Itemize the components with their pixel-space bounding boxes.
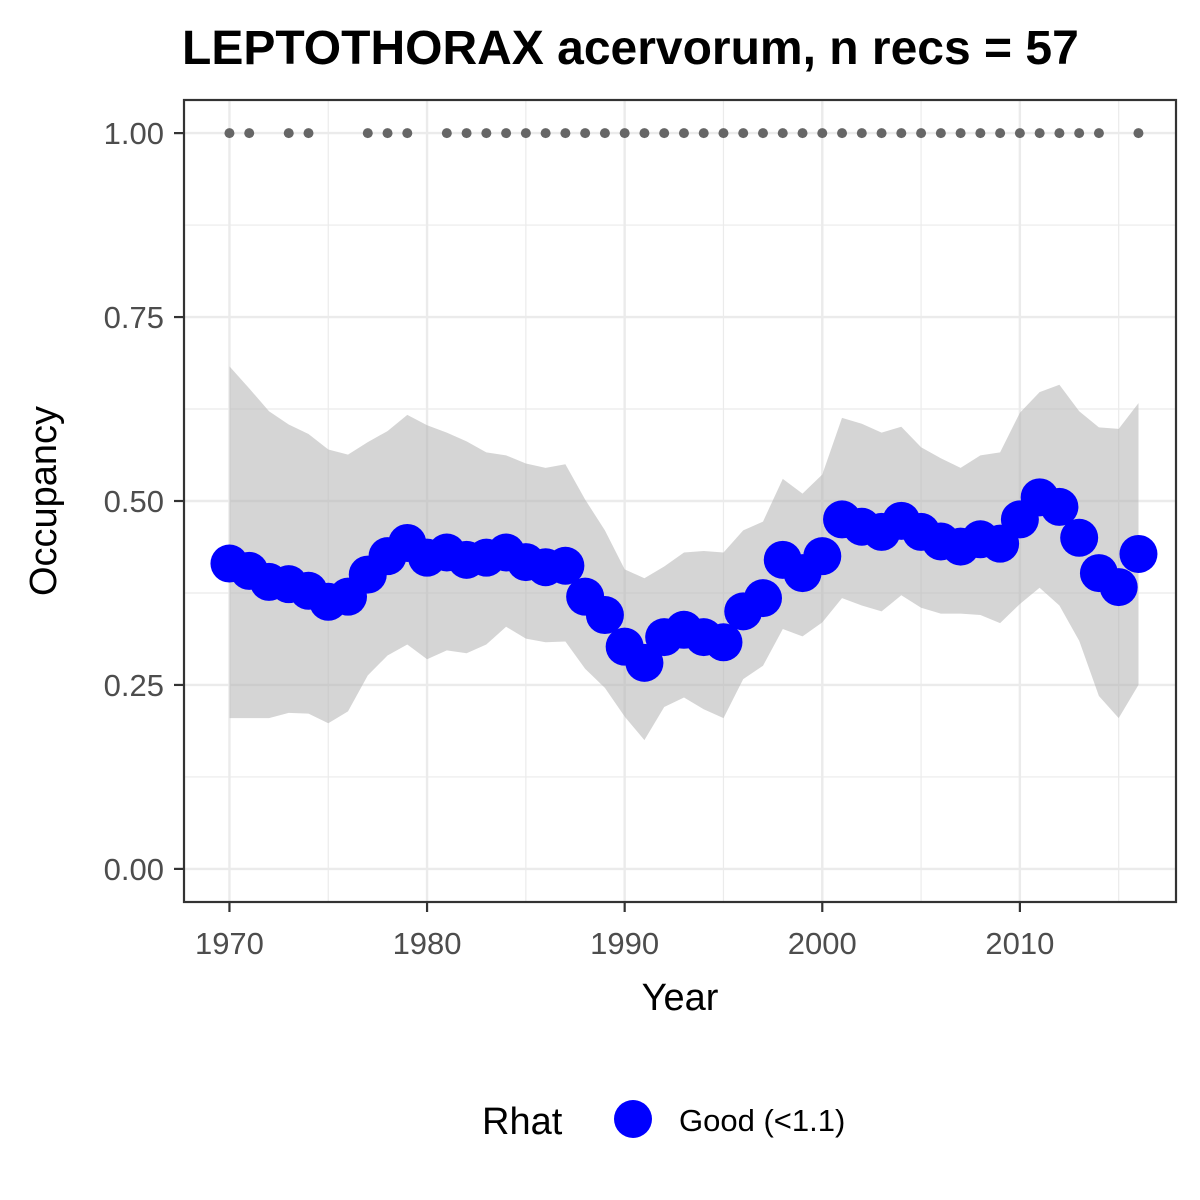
occupancy-point bbox=[625, 643, 664, 682]
y-tick-label: 0.25 bbox=[104, 668, 164, 703]
record-year-point bbox=[540, 128, 551, 139]
record-year-point bbox=[382, 128, 393, 139]
record-year-point bbox=[639, 128, 650, 139]
record-year-point bbox=[560, 128, 571, 139]
record-year-point bbox=[283, 128, 294, 139]
legend-label-good: Good (<1.1) bbox=[679, 1103, 845, 1138]
occupancy-point bbox=[1099, 568, 1138, 607]
x-tick-label: 1990 bbox=[590, 926, 659, 961]
record-years-layer bbox=[224, 128, 1144, 139]
record-year-point bbox=[659, 128, 670, 139]
record-year-point bbox=[461, 128, 472, 139]
occupancy-point bbox=[803, 537, 842, 576]
confidence-ribbon bbox=[229, 366, 1139, 741]
record-year-point bbox=[718, 128, 729, 139]
x-axis-title: Year bbox=[642, 977, 719, 1019]
occupancy-point bbox=[704, 623, 743, 662]
record-year-point bbox=[362, 128, 373, 139]
record-year-point bbox=[1014, 128, 1025, 139]
legend-key-good bbox=[614, 1100, 652, 1138]
record-year-point bbox=[402, 128, 413, 139]
record-year-point bbox=[975, 128, 986, 139]
occupancy-point bbox=[743, 579, 782, 618]
record-year-point bbox=[1034, 128, 1045, 139]
x-tick-label: 2000 bbox=[788, 926, 857, 961]
record-year-point bbox=[1133, 128, 1144, 139]
record-year-point bbox=[876, 128, 887, 139]
y-axis-title: Occupancy bbox=[23, 406, 65, 596]
x-tick-label: 1980 bbox=[393, 926, 462, 961]
record-year-point bbox=[303, 128, 314, 139]
record-year-point bbox=[224, 128, 235, 139]
record-year-point bbox=[837, 128, 848, 139]
record-year-point bbox=[244, 128, 255, 139]
record-year-point bbox=[441, 128, 452, 139]
chart-title: LEPTOTHORAX acervorum, n recs = 57 bbox=[182, 22, 1079, 75]
y-tick-label: 0.75 bbox=[104, 300, 164, 335]
record-year-point bbox=[856, 128, 867, 139]
occupancy-point bbox=[585, 596, 624, 635]
record-year-point bbox=[1093, 128, 1104, 139]
occupancy-point bbox=[1040, 487, 1079, 526]
x-tick-label: 1970 bbox=[195, 926, 264, 961]
occupancy-points-layer bbox=[210, 478, 1158, 682]
legend: Rhat Good (<1.1) bbox=[482, 1100, 845, 1143]
record-year-point bbox=[619, 128, 630, 139]
record-year-point bbox=[757, 128, 768, 139]
x-axis: 1970 1980 1990 2000 2010 bbox=[195, 902, 1054, 961]
record-year-point bbox=[916, 128, 927, 139]
record-year-point bbox=[1054, 128, 1065, 139]
record-year-point bbox=[580, 128, 591, 139]
record-year-point bbox=[481, 128, 492, 139]
record-year-point bbox=[995, 128, 1006, 139]
occupancy-point bbox=[1060, 518, 1099, 557]
record-year-point bbox=[738, 128, 749, 139]
y-tick-label: 1.00 bbox=[104, 116, 164, 151]
record-year-point bbox=[797, 128, 808, 139]
legend-title: Rhat bbox=[482, 1101, 563, 1143]
record-year-point bbox=[955, 128, 966, 139]
record-year-point bbox=[678, 128, 689, 139]
record-year-point bbox=[935, 128, 946, 139]
record-year-point bbox=[817, 128, 828, 139]
record-year-point bbox=[501, 128, 512, 139]
y-tick-label: 0.50 bbox=[104, 484, 164, 519]
record-year-point bbox=[599, 128, 610, 139]
record-year-point bbox=[698, 128, 709, 139]
record-year-point bbox=[896, 128, 907, 139]
occupancy-point bbox=[546, 546, 585, 585]
confidence-ribbon-layer bbox=[229, 366, 1139, 741]
occupancy-point bbox=[1119, 534, 1158, 573]
record-year-point bbox=[520, 128, 531, 139]
y-axis: 0.00 0.25 0.50 0.75 1.00 bbox=[104, 116, 184, 887]
record-year-point bbox=[1074, 128, 1085, 139]
x-tick-label: 2010 bbox=[985, 926, 1054, 961]
y-tick-label: 0.00 bbox=[104, 852, 164, 887]
record-year-point bbox=[777, 128, 788, 139]
